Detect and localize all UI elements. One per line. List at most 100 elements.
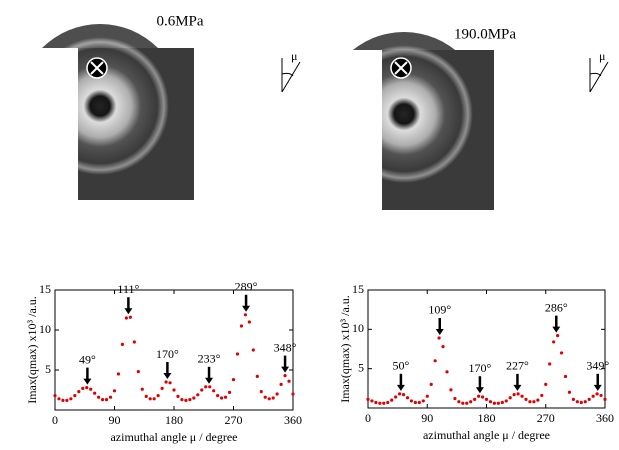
data-point (417, 400, 421, 405)
data-point (243, 313, 247, 317)
data-point (378, 401, 382, 405)
data-point (148, 397, 152, 401)
data-point (413, 400, 417, 405)
data-point (500, 400, 504, 405)
angle-symbol: μ (599, 49, 605, 63)
data-point (144, 394, 148, 398)
data-point (374, 400, 378, 405)
x-tick-label: 360 (284, 413, 302, 427)
data-point (279, 382, 283, 386)
plot-frame (367, 289, 606, 409)
data-point (370, 399, 374, 403)
data-point (132, 340, 136, 344)
data-point (512, 393, 516, 397)
data-point (164, 380, 168, 384)
data-point (599, 393, 603, 398)
data-point (579, 400, 583, 405)
annotation-arrowhead (475, 387, 484, 394)
data-point (484, 397, 489, 401)
data-point (492, 401, 496, 405)
data-point (520, 394, 524, 398)
data-point (124, 316, 128, 320)
data-point (480, 395, 485, 399)
data-point (200, 388, 204, 392)
y-tick-label: 10 (352, 321, 364, 335)
annotation-label: 227° (506, 359, 529, 373)
data-point (93, 391, 97, 395)
annotation-label: 349° (586, 359, 609, 373)
x-axis-label: azimuthal angle μ / degree (110, 430, 237, 444)
data-point (101, 398, 105, 402)
data-point (382, 401, 386, 405)
data-point (583, 400, 587, 404)
data-point (140, 387, 144, 391)
data-point (291, 392, 295, 396)
y-tick-label: 5 (358, 360, 364, 374)
data-point (263, 395, 267, 399)
panel-label: 190.0MPa (454, 26, 516, 42)
data-point (120, 342, 125, 346)
y-tick-label: 15 (352, 282, 364, 296)
data-point (437, 336, 441, 340)
x-tick-label: 0 (52, 413, 58, 427)
data-point (220, 396, 224, 400)
y-tick-label: 15 (39, 282, 51, 296)
data-point (172, 388, 176, 392)
data-point (184, 398, 188, 402)
data-point (180, 398, 184, 402)
data-point (85, 386, 89, 390)
annotation-label: 348° (274, 340, 297, 354)
x-axis-label: azimuthal angle μ / degree (423, 428, 550, 442)
data-point (77, 390, 81, 394)
panel-label: 0.6MPa (156, 13, 203, 29)
data-point (524, 397, 528, 401)
data-point (259, 390, 263, 394)
data-point (69, 397, 73, 401)
data-point (441, 345, 445, 349)
data-point (57, 397, 61, 401)
data-point (251, 348, 255, 352)
x-tick-label: 180 (478, 411, 496, 425)
annotation-arrowhead (242, 305, 251, 312)
data-point (595, 392, 599, 396)
data-point (390, 398, 394, 402)
annotation-arrowhead (513, 384, 522, 391)
annotation-label: 170° (469, 361, 492, 375)
data-point (465, 401, 469, 405)
data-point (208, 385, 212, 389)
y-tick-label: 5 (45, 362, 51, 376)
x-tick-label: 90 (109, 413, 121, 427)
data-point (267, 397, 271, 401)
data-point (212, 389, 216, 393)
data-point (532, 400, 536, 404)
data-point (398, 392, 402, 396)
x-tick-label: 90 (421, 411, 433, 425)
x-tick-label: 270 (537, 411, 555, 425)
data-point (571, 397, 576, 401)
annotation-arrowhead (593, 384, 602, 391)
data-point (255, 374, 259, 378)
data-point (469, 400, 473, 404)
annotation-label: 233° (198, 352, 221, 366)
pattern-image (0, 24, 194, 208)
data-point (567, 390, 572, 394)
data-point (231, 378, 236, 382)
data-point (477, 394, 481, 398)
data-point (156, 394, 160, 398)
data-point (461, 401, 465, 405)
data-point (409, 399, 414, 403)
data-point (425, 394, 429, 398)
data-point (104, 398, 109, 402)
annotation-arrowhead (552, 326, 561, 333)
data-point (81, 386, 85, 390)
data-point (394, 395, 398, 399)
data-point (457, 400, 461, 404)
data-point (575, 400, 579, 404)
data-point (528, 400, 532, 404)
data-point (116, 372, 121, 376)
y-axis-label: Imax(qmax) x10³ /a.u. (25, 296, 39, 404)
annotation-label: 286° (545, 300, 568, 314)
data-point (421, 399, 425, 403)
data-point (508, 396, 512, 400)
